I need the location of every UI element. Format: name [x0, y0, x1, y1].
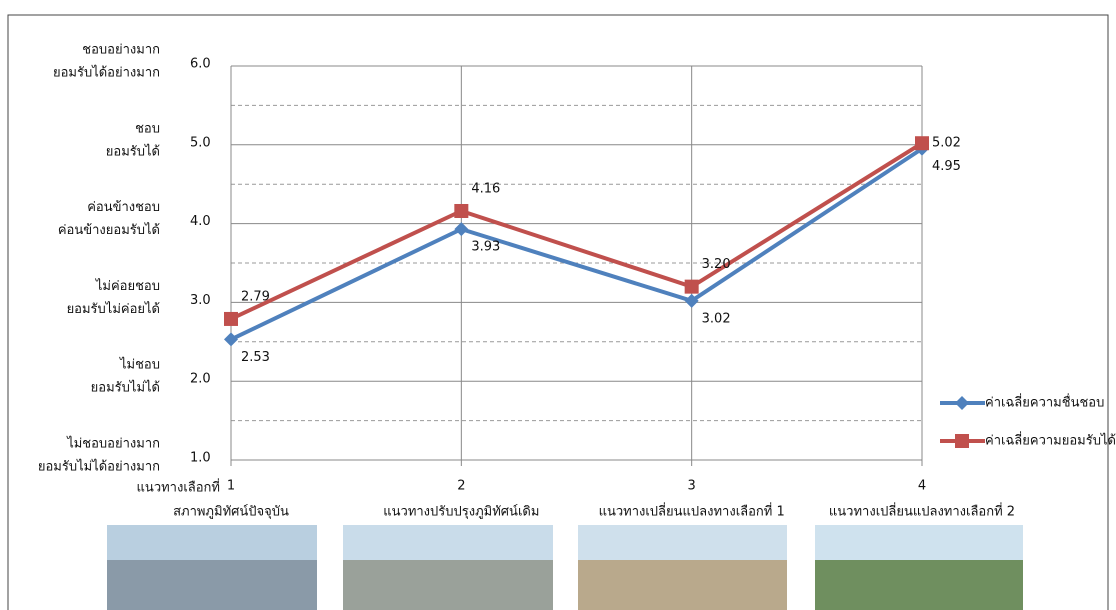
data-label: 4.95	[932, 159, 961, 174]
y-tick-label: 4.0	[190, 214, 211, 229]
y-level-label: ค่อนข้างยอมรับได้	[58, 222, 160, 238]
y-level-label: ชอบ	[135, 121, 160, 136]
y-tick-label: 6.0	[190, 57, 211, 72]
point	[454, 222, 469, 237]
y-level-label: ยอมรับได้	[106, 143, 160, 159]
point	[454, 203, 469, 218]
option-name: แนวทางเปลี่ยนแปลงทางเลือกที่ 2	[829, 503, 1015, 520]
option-name: แนวทางเปลี่ยนแปลงทางเลือกที่ 1	[599, 503, 785, 520]
point	[684, 293, 699, 308]
y-level-label: ค่อนข้างชอบ	[87, 200, 160, 215]
y-level-label: ไม่ค่อยชอบ	[95, 278, 160, 294]
x-tick-label: 1	[227, 479, 235, 494]
photo-sky	[107, 525, 317, 560]
y-tick-label: 1.0	[190, 451, 211, 466]
point	[224, 311, 238, 326]
y-level-label: ยอมรับไม่ได้อย่างมาก	[38, 459, 160, 475]
y-tick-label: 2.0	[190, 372, 211, 387]
data-label: 4.16	[471, 181, 500, 196]
data-label: 3.20	[702, 257, 731, 272]
series: 2.53 3.93 3.02 4.95	[224, 141, 961, 365]
data-label: 2.79	[241, 289, 270, 304]
y-level-label: ยอมรับไม่ค่อยได้	[67, 301, 160, 317]
y-tick-label: 5.0	[190, 135, 211, 150]
point	[684, 279, 699, 294]
x-label-prefix: แนวทางเลือกที่	[137, 479, 220, 496]
option-name: แนวทางปรับปรุงภูมิทัศน์เดิม	[383, 504, 539, 520]
legend-label: ค่าเฉลี่ยความชื่นชอบ	[985, 394, 1104, 411]
series: 2.79 4.16 3.20 5.02	[224, 136, 961, 326]
legend-marker	[955, 434, 969, 448]
point	[224, 332, 238, 347]
y-level-label: ไม่ชอบอย่างมาก	[66, 436, 160, 452]
y-level-label: ไม่ชอบ	[119, 357, 160, 373]
legend-label: ค่าเฉลี่ยความยอมรับได้	[985, 432, 1116, 449]
photo-sky	[578, 525, 787, 560]
series-line	[230, 147, 924, 342]
x-tick-label: 4	[918, 479, 926, 494]
photos	[107, 525, 1023, 610]
data-label: 2.53	[241, 350, 270, 365]
x-tick-label: 2	[457, 479, 465, 494]
data-label: 3.93	[471, 240, 500, 255]
y-level-label: ยอมรับไม่ได้	[91, 380, 160, 396]
data-label: 3.02	[702, 311, 731, 326]
frame	[7, 14, 1109, 610]
point	[915, 136, 929, 151]
data-label: 5.02	[932, 136, 961, 151]
x-tick-label: 3	[688, 479, 696, 494]
photo-sky	[815, 525, 1023, 560]
series-line	[230, 141, 924, 321]
y-level-label: ชอบอย่างมาก	[82, 43, 160, 58]
y-level-label: ยอมรับได้อย่างมาก	[53, 65, 160, 81]
option-name: สภาพภูมิทัศน์ปัจจุบัน	[173, 504, 289, 520]
legend-marker	[955, 396, 969, 410]
photo-sky	[343, 525, 553, 560]
y-tick-label: 3.0	[190, 293, 211, 308]
